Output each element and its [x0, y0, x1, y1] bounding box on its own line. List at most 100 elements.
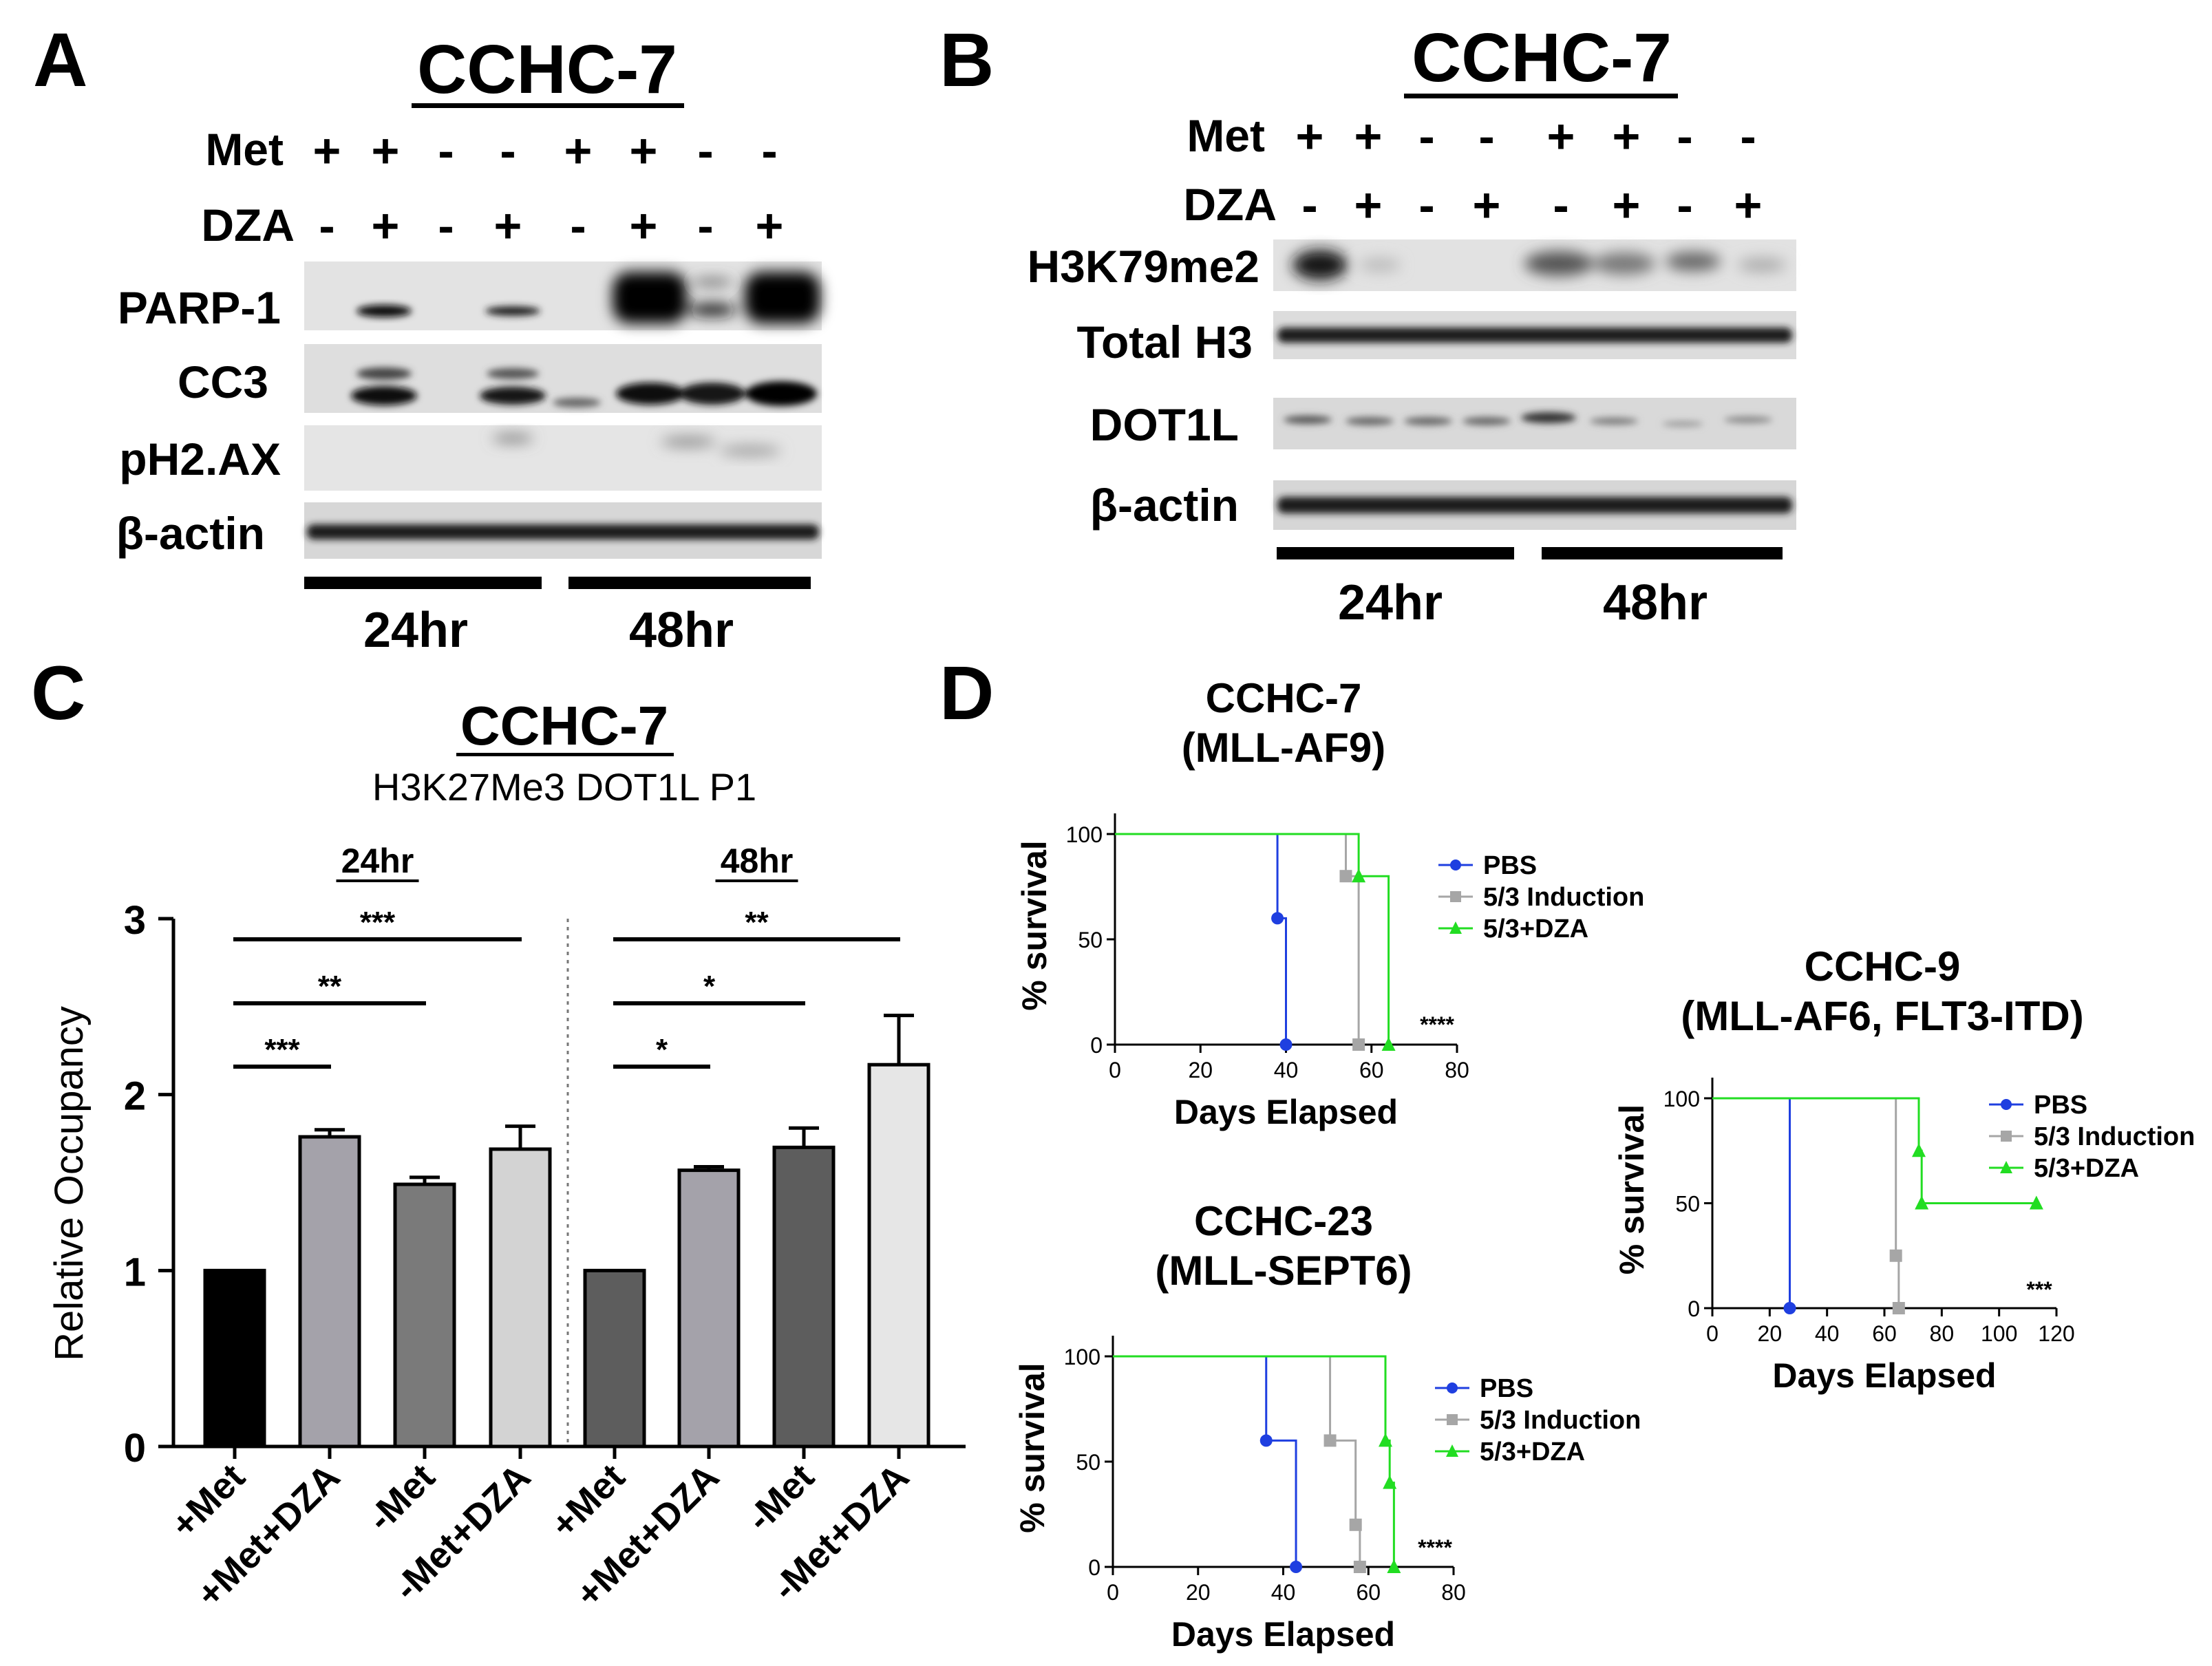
x-tick-label: +Met — [163, 1456, 253, 1546]
treatment-sign: + — [372, 124, 400, 178]
y-tick-label: 100 — [1066, 822, 1103, 847]
x-tick-label: 40 — [1271, 1580, 1296, 1605]
chart-title: CCHC-9 — [1805, 943, 1961, 990]
y-tick-label: 3 — [124, 898, 146, 943]
treatment-sign: + — [564, 124, 593, 178]
treatment-sign: + — [494, 199, 522, 253]
y-axis-label: Relative Occupancy — [47, 1006, 92, 1361]
panel-b-title: CCHC-7 — [1412, 19, 1672, 96]
y-ticks: 0 1 2 3 — [124, 898, 173, 1471]
x-tick-label: 80 — [1930, 1321, 1955, 1346]
survival-chart-cchc9: CCHC-9(MLL-AF6, FLT3-ITD) 0 50 100 0 20 40 60 80… — [1613, 943, 2195, 1395]
data-point — [1892, 1302, 1905, 1314]
group-label: 48hr — [721, 842, 794, 880]
treatment-sign: - — [1553, 178, 1568, 232]
treatment-sign: - — [1677, 178, 1692, 232]
treatment-sign: + — [372, 199, 400, 253]
treatment-sign: + — [1613, 178, 1641, 232]
panel-a-blot-bactin — [304, 502, 822, 559]
bar — [772, 1145, 836, 1449]
data-point — [1259, 1434, 1273, 1447]
panel-a-met-signs: + + - - + + - - — [313, 124, 778, 178]
panel-a-dza-signs: - + - + - + - + — [319, 199, 783, 253]
y-axis-label: % survival — [1015, 840, 1054, 1010]
significance-label: ** — [745, 906, 769, 939]
bar — [298, 1135, 361, 1449]
y-tick-label: 100 — [1064, 1345, 1100, 1369]
data-point — [1450, 891, 1461, 902]
y-tick-label: 50 — [1078, 928, 1103, 952]
x-tick-label: -Met — [360, 1456, 443, 1539]
panel-b-blot-bactin — [1273, 480, 1796, 530]
data-point — [1352, 1038, 1365, 1051]
treatment-sign: + — [1354, 178, 1383, 232]
survival-line — [1113, 1355, 1361, 1567]
treatment-sign: - — [438, 199, 454, 253]
data-point — [1379, 1433, 1392, 1447]
survival-line — [1115, 833, 1287, 1045]
x-tick-label: 60 — [1359, 1058, 1384, 1082]
data-point — [1446, 1444, 1458, 1457]
panel-a-blot-label: pH2.AX — [119, 434, 281, 484]
y-tick-label: 0 — [124, 1426, 146, 1471]
bar — [489, 1147, 552, 1449]
treatment-sign: + — [1296, 109, 1324, 163]
legend-label: 5/3 Induction — [2034, 1122, 2195, 1151]
data-point — [1447, 1382, 1458, 1393]
data-point — [1387, 1559, 1401, 1573]
data-point — [2029, 1195, 2043, 1210]
x-tick-label: +Met — [543, 1456, 632, 1546]
data-point — [1783, 1302, 1796, 1314]
treatment-sign: - — [1740, 109, 1756, 163]
bar — [203, 1268, 266, 1449]
panel-a-time-label: 24hr — [363, 603, 468, 658]
treatment-sign: - — [1418, 178, 1434, 232]
treatment-sign: + — [1734, 178, 1763, 232]
x-tick-label: 120 — [2038, 1321, 2074, 1346]
treatment-sign: - — [1418, 109, 1434, 163]
panel-b: B CCHC-7 Met DZA + + - - + + - - - + - + - + - + H3K79… — [939, 18, 1796, 630]
data-point — [1889, 1249, 1902, 1262]
x-tick-label: 80 — [1445, 1058, 1469, 1082]
chart-subtitle: (MLL-AF9) — [1182, 725, 1386, 771]
bars — [203, 1014, 930, 1459]
y-tick-label: 50 — [1675, 1192, 1700, 1217]
x-tick-label: 0 — [1109, 1058, 1121, 1082]
survival-line — [1115, 833, 1390, 1045]
survival-line — [1712, 1097, 2036, 1204]
survival-line — [1113, 1355, 1297, 1567]
data-point — [1447, 1414, 1458, 1425]
x-tick-label: -Met — [739, 1456, 822, 1539]
treatment-sign: - — [319, 199, 334, 253]
data-point — [1450, 859, 1461, 871]
data-point — [1323, 1434, 1337, 1447]
data-point — [1381, 1037, 1396, 1051]
legend-label: PBS — [2034, 1091, 2087, 1120]
y-tick-label: 1 — [124, 1250, 146, 1294]
panel-a-time-label: 48hr — [629, 603, 734, 658]
x-tick-label: 100 — [1981, 1321, 2017, 1346]
panel-b-met-signs: + + - - + + - - — [1296, 109, 1756, 163]
significance-label: ** — [318, 970, 342, 1003]
x-tick-label: 20 — [1186, 1580, 1211, 1605]
treatment-sign: + — [630, 124, 658, 178]
data-point — [1279, 1038, 1293, 1051]
significance-annotation: **** — [1420, 1012, 1454, 1037]
significance-label: *** — [264, 1033, 300, 1067]
x-axis-label: Days Elapsed — [1772, 1356, 1996, 1395]
panel-b-blot-label: β-actin — [1090, 480, 1239, 531]
survival-chart-cchc7: CCHC-7(MLL-AF9) 0 50 100 0 20 40 60 80 Days Elaps… — [1015, 675, 1644, 1131]
treatment-sign: + — [1613, 109, 1641, 163]
data-point — [1339, 870, 1352, 883]
significance-brackets: ************ — [233, 906, 900, 1069]
treatment-sign: + — [1473, 178, 1501, 232]
significance-annotation: *** — [2026, 1277, 2052, 1302]
y-tick-label: 2 — [124, 1074, 146, 1119]
panel-b-blot-label: H3K79me2 — [1027, 241, 1259, 292]
data-point — [2001, 1131, 2012, 1142]
panel-b-blot-label: Total H3 — [1077, 317, 1253, 367]
panel-d: D CCHC-7(MLL-AF9) 0 50 100 0 20 40 60 80 Days Ela… — [939, 651, 2195, 1654]
chart-title: CCHC-23 — [1194, 1198, 1373, 1244]
x-tick-label: 0 — [1706, 1321, 1719, 1346]
panel-c-subtitle: H3K27Me3 DOT1L P1 — [372, 765, 756, 809]
